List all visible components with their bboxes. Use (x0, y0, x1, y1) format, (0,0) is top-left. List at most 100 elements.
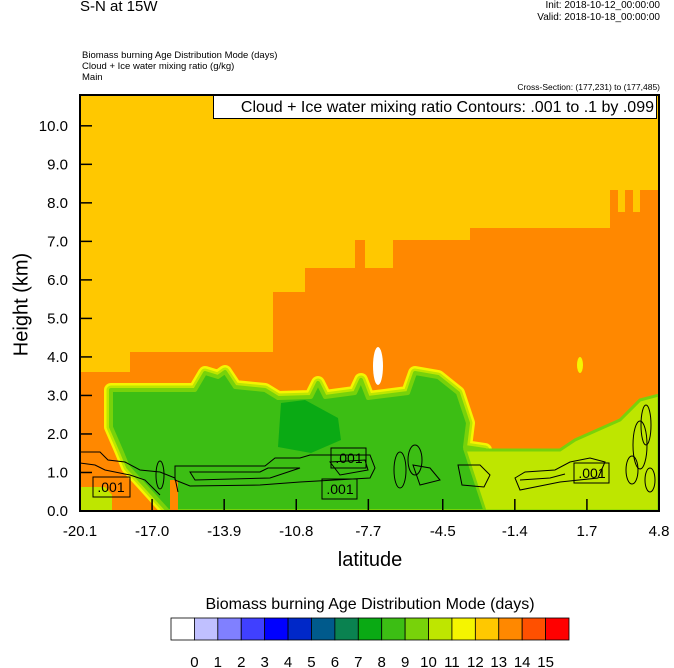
colorbar-label: 1 (214, 654, 222, 668)
contour-line (412, 464, 441, 486)
field-descriptions: Biomass burning Age Distribution Mode (d… (82, 50, 277, 83)
contour-line (457, 464, 491, 488)
colorbar-label: 7 (354, 654, 362, 668)
valid-time: Valid: 2018-10-18_00:00:00 (537, 12, 660, 23)
x-tick-label: -20.1 (63, 523, 97, 540)
y-tick-label: 10.0 (39, 118, 68, 135)
contour-line (80, 451, 179, 493)
contour-label-box (321, 478, 358, 500)
colorbar-label: 15 (537, 654, 554, 668)
region-bl-max-8 (278, 400, 341, 453)
region-bl-south-11 (80, 487, 112, 511)
x-axis-label: latitude (337, 549, 403, 571)
x-tick-label: -13.9 (207, 523, 241, 540)
colorbar-label: 5 (307, 654, 315, 668)
x-tick-label: -10.8 (279, 523, 313, 540)
contour-line (625, 455, 639, 485)
contour-line (407, 444, 423, 476)
region-white-spot (373, 347, 383, 385)
colorbar-label: 2 (237, 654, 245, 668)
y-tick-label: 7.0 (47, 233, 68, 250)
y-tick-label: 5.0 (47, 310, 68, 327)
contour-label: .001 (335, 450, 362, 466)
colorbar-swatch (334, 617, 359, 641)
contour-labels: .001 .001 .001 .001 (92, 447, 610, 500)
colorbar-label: 6 (331, 654, 339, 668)
colorbar-swatch (170, 617, 195, 641)
axes: -20.1 -17.0 -13.9 -10.8 -7.7 -4.5 -1.4 1.7 4.8 0.… (39, 118, 670, 540)
region-bl-north-11 (462, 393, 659, 511)
colorbar-swatch (311, 617, 336, 641)
y-tick-label: 2.0 (47, 426, 68, 443)
time-info: Init: 2018-10-12_00:00:00 Valid: 2018-10… (537, 0, 660, 24)
contour-line (393, 451, 407, 489)
colorbar-label: 0 (190, 654, 198, 668)
colorbar-swatch (498, 617, 523, 641)
filled-contours (80, 95, 659, 511)
colorbar-swatch (451, 617, 476, 641)
colorbar-label: 4 (284, 654, 292, 668)
colorbar-label: 13 (490, 654, 507, 668)
y-tick-label: 6.0 (47, 272, 68, 289)
x-tick-label: -7.7 (355, 523, 381, 540)
contour-label-box (573, 462, 610, 484)
subtitle-2: Cloud + Ice water mixing ratio (g/kg) (82, 61, 235, 72)
colorbar-swatch (194, 617, 219, 641)
contour-label: .001 (97, 479, 124, 495)
colorbar-swatch (521, 617, 546, 641)
colorbar-swatch (545, 617, 570, 641)
contour-line (519, 473, 566, 481)
colorbar-title: Biomass burning Age Distribution Mode (d… (205, 596, 535, 613)
colorbar-swatch (240, 617, 266, 641)
y-tick-label: 4.0 (47, 349, 68, 366)
plot-title: S-N at 15W (80, 0, 158, 15)
contour-line (155, 460, 165, 490)
colorbar-label: 3 (260, 654, 268, 668)
x-tick-label: 1.7 (576, 523, 597, 540)
colorbar-label: 11 (444, 654, 460, 668)
x-tick-label: -17.0 (135, 523, 169, 540)
colorbar-swatch (404, 617, 429, 641)
colorbar-swatch (428, 617, 453, 641)
colorbar-swatch (381, 617, 406, 641)
y-tick-label: 9.0 (47, 156, 68, 173)
contour-line (514, 457, 606, 491)
colorbar-label: 12 (467, 654, 484, 668)
y-tick-label: 8.0 (47, 195, 68, 212)
contour-line (632, 420, 648, 470)
colorbar-swatch (357, 617, 383, 641)
subtitle-3: Main (82, 72, 103, 83)
x-tick-label: -4.5 (430, 523, 456, 540)
contour-label-box (330, 447, 367, 469)
colorbar-label: 8 (378, 654, 386, 668)
cross-section-label: Cross-Section: (177,231) to (177,485) (517, 82, 660, 92)
init-time: Init: 2018-10-12_00:00:00 (545, 0, 660, 11)
subtitle-1: Biomass burning Age Distribution Mode (d… (82, 50, 278, 61)
colorbar-swatch (287, 617, 312, 641)
contour-line (644, 467, 656, 493)
y-tick-label: 0.0 (47, 503, 68, 520)
contour-line (174, 454, 376, 487)
contour-line (640, 404, 652, 446)
colorbar: 0 1 2 3 4 5 6 7 8 9 10 11 12 13 14 15 (170, 617, 570, 668)
contour-label: .001 (578, 465, 605, 481)
contour-line (80, 462, 161, 496)
region-orange-strip (170, 480, 178, 511)
colorbar-swatch (474, 617, 500, 641)
contour-label: .001 (326, 481, 353, 497)
colorbar-label: 9 (401, 654, 409, 668)
line-contours (80, 404, 656, 496)
y-tick-label: 3.0 (47, 387, 68, 404)
contour-line (329, 459, 369, 476)
x-tick-label: -1.4 (502, 523, 528, 540)
colorbar-label: 10 (420, 654, 437, 668)
colorbar-swatch (264, 617, 289, 641)
y-axis-label: Height (km) (10, 252, 33, 357)
region-yellow-spot (577, 357, 583, 373)
colorbar-swatch (217, 617, 242, 641)
colorbar-label: 14 (514, 654, 531, 668)
y-tick-label: 1.0 (47, 464, 68, 481)
x-tick-label: 4.8 (649, 523, 670, 540)
contour-line (189, 467, 301, 481)
